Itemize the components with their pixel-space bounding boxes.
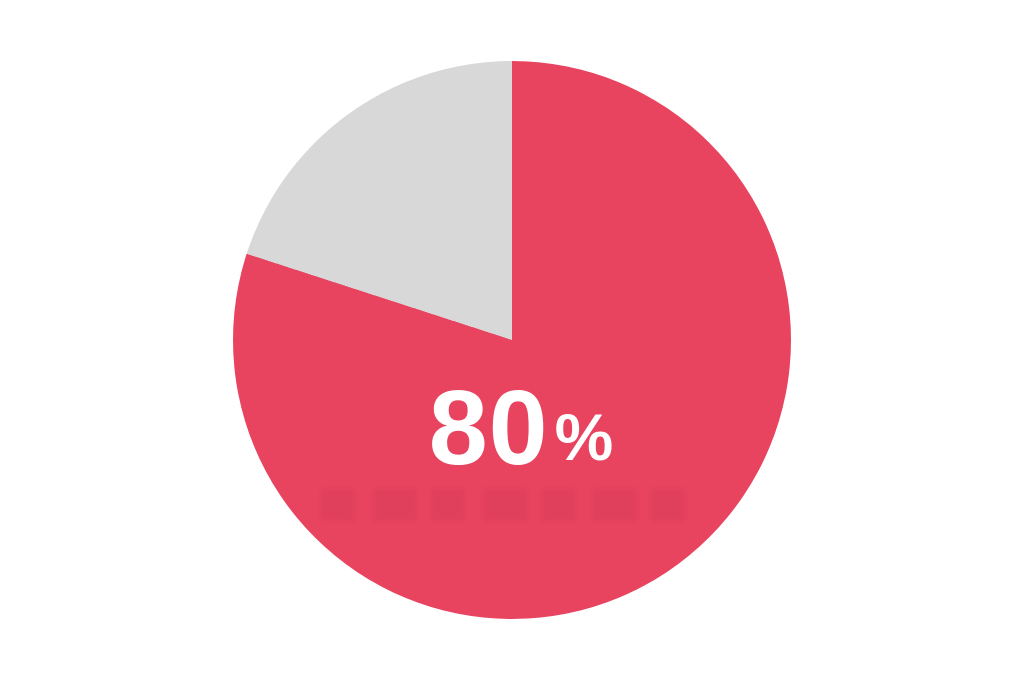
pie-unit-text: %	[554, 400, 614, 474]
faint-watermark	[321, 489, 693, 521]
pie-chart: 80 %	[233, 61, 791, 619]
pie-center-label-row: 80 %	[429, 375, 614, 481]
pie-center-label: 80 %	[233, 343, 791, 513]
pie-value-text: 80	[428, 369, 549, 487]
